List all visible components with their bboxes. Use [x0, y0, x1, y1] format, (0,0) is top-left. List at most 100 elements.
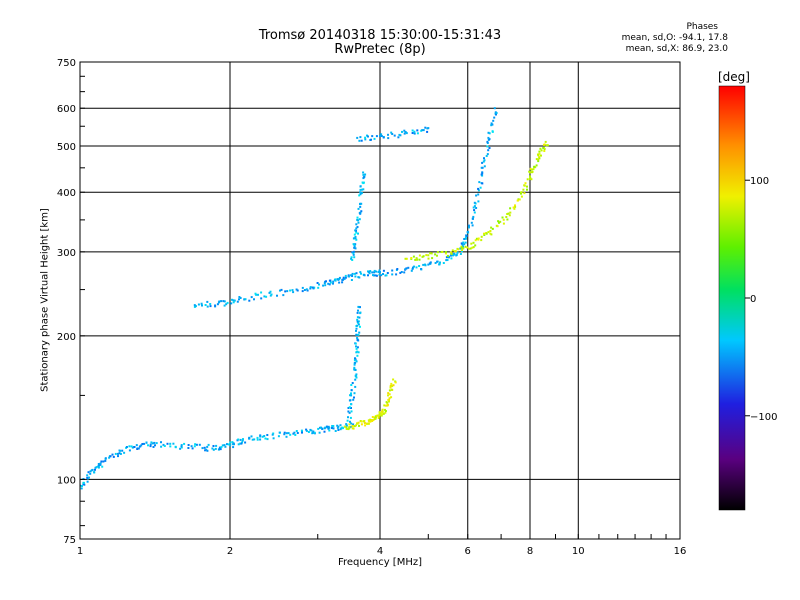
data-point [349, 425, 352, 428]
data-point [506, 218, 509, 221]
data-point [354, 247, 357, 250]
data-point [410, 269, 413, 272]
data-point [223, 300, 226, 303]
data-point [332, 425, 335, 427]
data-point [183, 442, 186, 445]
data-point [354, 374, 357, 377]
data-point [294, 434, 297, 436]
data-point [477, 237, 480, 240]
data-point [344, 276, 347, 279]
data-point [405, 257, 408, 260]
data-point [462, 247, 465, 250]
data-point [88, 476, 90, 479]
data-point [345, 426, 348, 429]
data-point [316, 282, 319, 284]
data-point [295, 288, 298, 291]
data-point [491, 123, 494, 126]
data-point [357, 321, 359, 324]
data-point [436, 260, 439, 263]
data-point [379, 271, 381, 274]
data-point [305, 429, 308, 432]
data-point [378, 411, 381, 414]
data-point [117, 452, 119, 455]
data-point [206, 300, 209, 303]
data-point [389, 386, 392, 389]
data-point [523, 192, 526, 195]
data-point [250, 296, 253, 299]
data-point [218, 448, 221, 451]
data-point [117, 455, 119, 458]
data-point [360, 423, 363, 426]
data-point [353, 256, 356, 259]
data-point [347, 410, 350, 413]
data-point [350, 257, 353, 260]
data-point [354, 236, 357, 238]
data-point [388, 393, 391, 396]
data-point [277, 435, 280, 438]
data-point [422, 129, 425, 132]
data-point [464, 241, 467, 244]
data-point [395, 273, 398, 276]
data-point [468, 226, 470, 229]
data-point [390, 396, 393, 399]
data-point [214, 447, 217, 450]
data-point [205, 448, 208, 451]
data-point [358, 424, 360, 427]
colorbar-tick-label: 100 [750, 176, 769, 187]
x-axis-ticks: 1 2 4 6 8 10 16 [77, 534, 686, 557]
data-point [327, 282, 330, 285]
data-point [349, 420, 351, 423]
data-point [355, 376, 358, 379]
data-point [427, 127, 430, 130]
data-point [446, 254, 449, 257]
data-point [80, 487, 83, 490]
data-point [201, 304, 203, 307]
data-point [353, 363, 356, 366]
data-point [236, 300, 239, 303]
data-point [206, 305, 209, 308]
data-point [486, 145, 489, 148]
data-point [473, 201, 476, 204]
data-point [529, 167, 532, 170]
data-point [483, 232, 485, 235]
data-point [323, 427, 326, 430]
data-point [216, 303, 219, 306]
data-point [387, 133, 389, 136]
data-point [300, 429, 303, 432]
grid-lines [80, 62, 680, 539]
data-point [101, 465, 104, 468]
y-tick-label: 400 [57, 188, 76, 199]
data-point [226, 443, 228, 446]
data-point [357, 320, 360, 323]
data-point [480, 239, 483, 242]
data-point [180, 446, 183, 449]
data-point [477, 189, 480, 192]
data-point [356, 337, 359, 339]
data-point [473, 209, 476, 212]
data-point [361, 181, 364, 184]
data-point [369, 418, 372, 421]
data-point [128, 449, 131, 452]
data-point [312, 287, 315, 290]
data-point [407, 266, 410, 269]
data-point [259, 438, 262, 441]
data-point [254, 292, 257, 295]
data-point [346, 419, 349, 422]
data-point [472, 246, 475, 249]
data-point [464, 245, 467, 248]
data-point [475, 207, 478, 209]
data-point [350, 279, 353, 281]
data-point [265, 295, 268, 298]
data-point [512, 206, 515, 209]
data-point [350, 407, 352, 409]
data-point [367, 271, 370, 274]
data-point [263, 295, 266, 298]
data-point [359, 191, 362, 194]
data-point [367, 422, 370, 425]
data-point [93, 471, 96, 474]
data-point [415, 258, 418, 261]
data-point [438, 263, 441, 266]
data-point [187, 444, 190, 446]
data-point [266, 434, 269, 436]
data-point [375, 274, 378, 277]
